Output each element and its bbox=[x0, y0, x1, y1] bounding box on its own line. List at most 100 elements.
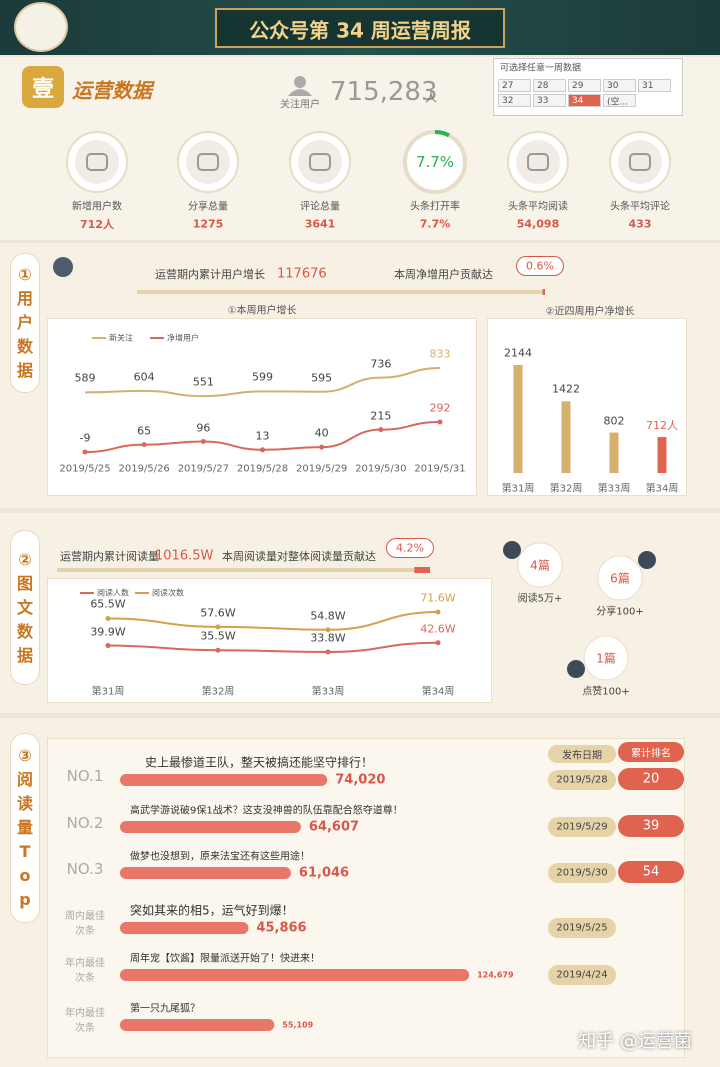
week-option[interactable] bbox=[498, 79, 531, 92]
data-label: 35.5W bbox=[200, 629, 236, 643]
badge-text: 壹 bbox=[31, 77, 55, 102]
read-bar bbox=[120, 867, 291, 879]
rank: 周内最佳次条 bbox=[65, 911, 105, 937]
kpi-icon bbox=[516, 140, 560, 184]
total-rank: 39 bbox=[642, 818, 660, 834]
legend-label: 阅读次数 bbox=[152, 588, 184, 598]
publish-date: 2019/4/24 bbox=[556, 969, 608, 981]
header-pill bbox=[548, 745, 616, 763]
week-option[interactable] bbox=[533, 79, 566, 92]
read-bar bbox=[120, 969, 470, 981]
data-label: 599 bbox=[252, 370, 273, 384]
data-label: 65 bbox=[137, 424, 152, 438]
week-option-label[interactable]: 30 bbox=[607, 81, 619, 91]
x-tick-label: 第31周 bbox=[91, 686, 125, 698]
x-tick-label: 2019/5/31 bbox=[414, 463, 466, 475]
article-title: 高武学游说破9保1战术？这支没神兽的队伍靠配合怒夺道尊！ bbox=[130, 805, 403, 817]
kpi-label: 新增用户数 bbox=[72, 201, 122, 213]
publish-date: 2019/5/30 bbox=[556, 867, 608, 879]
header-pill bbox=[618, 742, 684, 762]
kpi-label: 分享总量 bbox=[188, 201, 228, 213]
week-option[interactable] bbox=[638, 79, 671, 92]
article-title: 第一只九尾狐？ bbox=[130, 1003, 200, 1015]
stat-circle bbox=[517, 542, 563, 588]
data-label: 595 bbox=[311, 371, 333, 385]
kpi-icon bbox=[186, 140, 230, 184]
publish-date: 2019/5/29 bbox=[556, 821, 608, 833]
x-tick-label: 2019/5/26 bbox=[118, 463, 170, 475]
article-title: 周年宠【饮酱】限量派送开始了！快进来！ bbox=[130, 953, 320, 965]
kpi-value: 3641 bbox=[304, 217, 336, 231]
x-tick-label: 第34周 bbox=[645, 483, 679, 495]
bar bbox=[561, 401, 571, 473]
avatar bbox=[14, 2, 68, 52]
kpi-label: 评论总量 bbox=[300, 201, 340, 213]
week-option-label[interactable]: (空... bbox=[607, 97, 629, 108]
side-tab bbox=[10, 733, 40, 923]
kpi-label: 头条打开率 bbox=[410, 201, 460, 213]
column-header: 发布日期 bbox=[562, 750, 602, 762]
week-option[interactable] bbox=[498, 94, 531, 107]
series-line bbox=[84, 367, 441, 398]
read-bar bbox=[120, 922, 249, 934]
week-option[interactable] bbox=[603, 94, 636, 107]
side-label: ②图文数据 bbox=[16, 549, 33, 665]
read-value: 74,020 bbox=[335, 772, 386, 788]
rank: NO.3 bbox=[66, 860, 104, 878]
data-label: 40 bbox=[314, 426, 329, 440]
side-tab bbox=[10, 253, 40, 393]
date-pill bbox=[548, 863, 616, 883]
stat-value: 4篇 bbox=[530, 558, 550, 573]
week-option[interactable] bbox=[533, 94, 566, 107]
kpi-value: 433 bbox=[628, 217, 652, 231]
week-option-label[interactable]: 28 bbox=[537, 81, 549, 91]
rank-pill bbox=[618, 815, 684, 837]
week-option-label[interactable]: 29 bbox=[572, 81, 584, 91]
share-label: 本周净增用户贡献达 bbox=[394, 268, 493, 281]
data-label: 1422 bbox=[552, 382, 580, 396]
chart-title: ①本周用户增长 bbox=[227, 305, 297, 317]
summary-value: 1016.5W bbox=[155, 548, 214, 564]
x-tick-label: 第31周 bbox=[501, 483, 535, 495]
week-option[interactable] bbox=[568, 94, 601, 107]
followers-label: 关注用户 bbox=[280, 99, 320, 111]
data-label: -9 bbox=[79, 431, 91, 445]
stat-label: 分享100+ bbox=[596, 606, 644, 618]
week-option-label[interactable]: 34 bbox=[572, 96, 584, 106]
chart-frame bbox=[47, 578, 492, 703]
date-pill bbox=[548, 817, 616, 837]
week-option-label[interactable]: 27 bbox=[502, 81, 514, 91]
kpi-value: 1275 bbox=[192, 217, 224, 231]
report-title: 公众号第 34 周运营周报 bbox=[249, 18, 471, 43]
week-option[interactable] bbox=[603, 79, 636, 92]
week-option-label[interactable]: 33 bbox=[537, 96, 549, 106]
share-bar bbox=[542, 289, 545, 295]
data-label: 65.5W bbox=[90, 597, 126, 611]
data-label: 96 bbox=[196, 421, 211, 435]
x-tick-label: 2019/5/29 bbox=[296, 463, 348, 475]
week-option[interactable] bbox=[568, 79, 601, 92]
data-label: 71.6W bbox=[420, 591, 456, 605]
total-rank: 54 bbox=[642, 864, 660, 880]
kpi-icon bbox=[75, 140, 119, 184]
legend-label: 净增用户 bbox=[167, 333, 199, 343]
chart-frame bbox=[47, 318, 477, 496]
read-value: 124,679 bbox=[477, 970, 514, 980]
data-label: 712人 bbox=[646, 419, 678, 433]
series-line bbox=[84, 420, 441, 453]
gauge-arc bbox=[403, 130, 467, 194]
kpi-icon bbox=[298, 140, 342, 184]
stat-label: 点赞100+ bbox=[582, 686, 630, 698]
x-tick-label: 2019/5/27 bbox=[177, 463, 229, 475]
publish-date: 2019/5/28 bbox=[556, 774, 608, 786]
kpi-icon bbox=[86, 153, 108, 171]
week-option-label[interactable]: 31 bbox=[642, 81, 654, 91]
bar bbox=[513, 365, 523, 473]
data-label: 2144 bbox=[504, 346, 532, 360]
x-tick-label: 第32周 bbox=[549, 483, 583, 495]
legend-label: 阅读人数 bbox=[97, 588, 129, 598]
gauge-label: 7.7% bbox=[415, 153, 455, 171]
week-option-label[interactable]: 32 bbox=[502, 96, 514, 106]
date-pill bbox=[548, 770, 616, 790]
week-picker-label: 可选择任意一周数据 bbox=[500, 63, 582, 74]
